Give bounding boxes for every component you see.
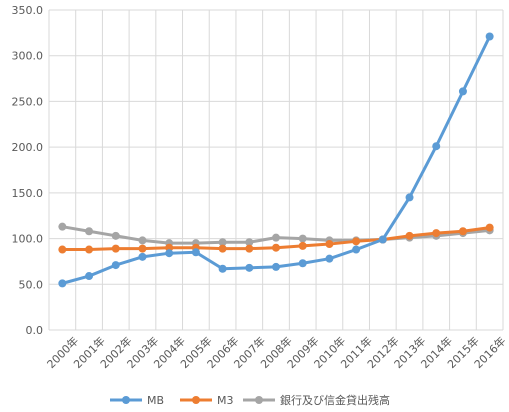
legend-swatch-marker bbox=[255, 396, 263, 404]
data-point bbox=[138, 252, 147, 261]
data-point bbox=[325, 240, 334, 249]
y-tick-label: 350.0 bbox=[12, 4, 44, 17]
series-lines bbox=[58, 32, 494, 288]
data-point bbox=[405, 193, 414, 202]
series-mb bbox=[58, 32, 494, 288]
data-point bbox=[458, 227, 467, 236]
data-point bbox=[298, 241, 307, 250]
data-point bbox=[272, 243, 280, 252]
data-point bbox=[245, 263, 254, 272]
data-point bbox=[191, 248, 200, 257]
y-tick-label: 150.0 bbox=[12, 187, 44, 200]
data-point bbox=[138, 236, 147, 245]
data-point bbox=[405, 231, 414, 240]
data-point bbox=[352, 237, 361, 246]
legend-swatch-marker bbox=[192, 396, 200, 404]
legend-item: 銀行及び信金貸出残高 bbox=[243, 393, 390, 407]
data-point bbox=[58, 222, 67, 231]
data-point bbox=[165, 243, 174, 252]
data-point bbox=[111, 244, 120, 253]
legend-label: 銀行及び信金貸出残高 bbox=[280, 393, 390, 407]
data-point bbox=[218, 238, 227, 247]
data-point bbox=[111, 231, 120, 240]
data-point bbox=[272, 233, 280, 242]
y-tick-label: 200.0 bbox=[12, 141, 44, 154]
data-point bbox=[298, 234, 307, 243]
data-point bbox=[85, 245, 94, 254]
data-point bbox=[432, 229, 441, 238]
data-point bbox=[165, 249, 174, 258]
data-point bbox=[378, 235, 387, 244]
data-point bbox=[58, 279, 67, 288]
data-point bbox=[485, 223, 494, 232]
data-point bbox=[111, 261, 120, 270]
axes: 0.050.0100.0150.0200.0250.0300.0350.0200… bbox=[12, 4, 509, 371]
data-point bbox=[432, 142, 441, 151]
legend-label: MB bbox=[147, 394, 164, 407]
legend-item: M3 bbox=[180, 394, 234, 407]
data-point bbox=[218, 244, 227, 253]
y-tick-label: 50.0 bbox=[19, 278, 44, 291]
data-point bbox=[245, 238, 254, 247]
data-point bbox=[298, 259, 307, 268]
legend-label: M3 bbox=[217, 394, 234, 407]
grid bbox=[48, 9, 504, 331]
data-point bbox=[218, 264, 227, 273]
data-point bbox=[458, 87, 467, 96]
legend-item: MB bbox=[110, 394, 164, 407]
legend-swatch-marker bbox=[122, 396, 130, 404]
data-point bbox=[485, 32, 494, 41]
data-point bbox=[245, 244, 254, 253]
y-tick-label: 300.0 bbox=[12, 50, 44, 63]
data-point bbox=[58, 245, 67, 254]
y-tick-label: 0.0 bbox=[26, 324, 44, 337]
data-point bbox=[272, 262, 280, 271]
data-point bbox=[85, 272, 94, 281]
legend: MB M3 銀行及び信金貸出残高 bbox=[110, 393, 390, 407]
y-tick-label: 100.0 bbox=[12, 233, 44, 246]
data-point bbox=[352, 245, 361, 254]
data-point bbox=[138, 244, 147, 253]
data-point bbox=[325, 254, 334, 263]
data-point bbox=[85, 227, 94, 236]
y-tick-label: 250.0 bbox=[12, 95, 44, 108]
series-m3 bbox=[58, 223, 494, 254]
